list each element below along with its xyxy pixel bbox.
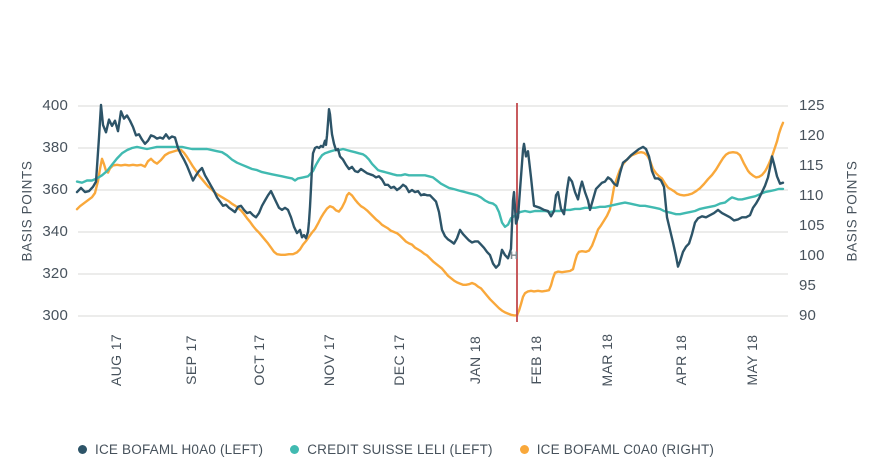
series-line-h0a0 — [75, 103, 785, 269]
right-axis-tick-label: 110 — [799, 187, 824, 204]
legend-label: ICE BOFAML C0A0 (RIGHT) — [536, 442, 715, 457]
left-axis-title: BASIS POINTS — [19, 160, 35, 262]
x-axis-month-label: MAR 18 — [599, 333, 615, 387]
legend-item-leli: CREDIT SUISSE LELI (LEFT) — [290, 442, 493, 457]
event-annotation-label: H — [510, 250, 518, 262]
x-axis-month-label: OCT 17 — [251, 334, 267, 386]
legend-dot-icon — [519, 445, 529, 454]
right-axis-tick-label: 105 — [799, 217, 825, 234]
legend-item-c0a0: ICE BOFAML C0A0 (RIGHT) — [519, 442, 715, 457]
left-axis-tick-label: 360 — [42, 181, 68, 198]
chart-legend: ICE BOFAML H0A0 (LEFT) CREDIT SUISSE LELI… — [78, 442, 714, 457]
series-line-c0a0 — [75, 121, 785, 317]
legend-label: ICE BOFAML H0A0 (LEFT) — [95, 442, 264, 457]
legend-dot-icon — [290, 445, 300, 454]
left-axis-tick-label: 400 — [42, 97, 68, 114]
left-axis-tick-label: 320 — [42, 265, 68, 282]
legend-label: CREDIT SUISSE LELI (LEFT) — [307, 442, 493, 457]
right-axis-tick-label: 120 — [799, 127, 825, 144]
left-axis-tick-label: 380 — [42, 139, 68, 156]
x-axis-month-label: JAN 18 — [467, 335, 483, 385]
legend-item-h0a0: ICE BOFAML H0A0 (LEFT) — [78, 442, 263, 457]
right-axis-tick-label: 90 — [799, 307, 817, 324]
left-axis-tick-label: 340 — [42, 223, 68, 240]
series-line-leli — [75, 145, 785, 228]
right-axis-tick-label: 100 — [799, 247, 825, 264]
x-axis-month-label: MAY 18 — [744, 334, 760, 386]
x-axis-month-label: DEC 17 — [391, 334, 407, 386]
x-axis-month-label: AUG 17 — [108, 333, 124, 387]
legend-dot-icon — [78, 445, 87, 454]
x-axis-month-label: APR 18 — [673, 334, 689, 386]
right-axis-tick-label: 115 — [799, 157, 824, 174]
x-axis-month-label: NOV 17 — [321, 333, 337, 387]
left-axis-tick-label: 300 — [42, 307, 68, 324]
x-axis-month-label: SEP 17 — [183, 335, 199, 385]
x-axis-month-label: FEB 18 — [528, 335, 544, 385]
right-axis-title: BASIS POINTS — [844, 160, 860, 262]
right-axis-tick-label: 95 — [799, 277, 817, 294]
right-axis-tick-label: 125 — [799, 97, 825, 114]
